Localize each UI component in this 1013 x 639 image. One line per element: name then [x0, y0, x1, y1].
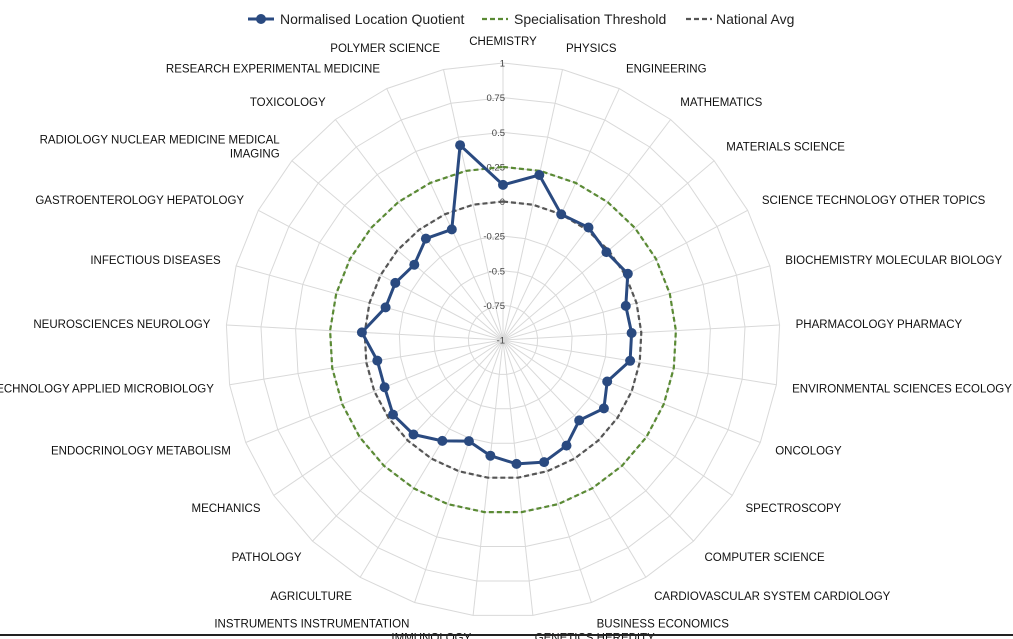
category-label: SPECTROSCOPY	[746, 503, 842, 515]
category-label: COMPUTER SCIENCE	[705, 552, 825, 564]
category-label: TOXICOLOGY	[250, 97, 326, 109]
data-point	[583, 222, 594, 233]
category-label: ONCOLOGY	[775, 446, 842, 458]
bottom-rule	[0, 634, 1013, 636]
grid-ring-6	[295, 131, 711, 547]
category-label: PHARMACOLOGY PHARMACY	[796, 319, 963, 331]
grid-spoke-8	[502, 339, 777, 386]
category-label: GASTROENTEROLOGY HEPATOLOGY	[35, 195, 244, 207]
data-point	[408, 429, 419, 440]
series-national-avg	[363, 200, 643, 479]
radial-tick-label: 1	[500, 59, 505, 70]
category-label: IMMUNOLOGY	[391, 632, 471, 639]
data-point	[455, 140, 466, 151]
category-label: BIOCHEMISTRY MOLECULAR BIOLOGY	[785, 255, 1002, 267]
data-point	[446, 224, 457, 235]
category-label: AGRICULTURE	[270, 591, 352, 603]
radial-tick-label: -0.5	[489, 266, 505, 277]
data-point	[356, 327, 367, 338]
grid-ring-7	[260, 97, 746, 582]
series-normalised-location-quotient	[356, 140, 637, 469]
category-label: MECHANICS	[191, 503, 260, 515]
category-label: ENGINEERING	[626, 64, 707, 76]
grid-spoke-24	[258, 209, 504, 341]
category-label: CARDIOVASCULAR SYSTEM CARDIOLOGY	[654, 591, 891, 603]
grid-spoke-1	[502, 69, 563, 341]
grid-spoke-28	[443, 69, 504, 341]
legend-item: Normalised Location Quotient	[248, 11, 465, 27]
grid-ring-3	[398, 235, 608, 444]
category-label: PATHOLOGY	[232, 552, 302, 564]
data-point	[620, 300, 631, 311]
category-label: RADIOLOGY NUCLEAR MEDICINE MEDICAL IMAGIN…	[40, 134, 281, 160]
data-point	[409, 259, 420, 270]
series-line	[328, 165, 678, 514]
data-point	[556, 209, 567, 220]
category-label: BUSINESS ECONOMICS	[597, 618, 730, 630]
data-point	[625, 355, 636, 366]
grid-ring-1	[467, 304, 539, 375]
category-label: INFECTIOUS DISEASES	[90, 255, 221, 267]
grid-spoke-13	[502, 339, 592, 603]
category-label: RESEARCH EXPERIMENTAL MEDICINE	[166, 64, 380, 76]
radial-tick-label: 0.5	[492, 128, 505, 139]
category-label: ENVIRONMENTAL SCIENCES ECOLOGY	[792, 383, 1012, 395]
grid-ring-2	[433, 270, 573, 410]
grid-ring-8	[225, 62, 781, 616]
data-point	[561, 440, 572, 451]
series-line	[363, 200, 643, 479]
category-label: CHEMISTRY	[469, 36, 537, 48]
category-label: NEUROSCIENCES NEUROLOGY	[33, 319, 210, 331]
legend-marker	[256, 14, 266, 24]
data-point	[626, 328, 637, 338]
category-label: PHYSICS	[566, 43, 617, 55]
chart-legend: Normalised Location Quotient Specialisati…	[248, 11, 794, 27]
data-point	[388, 409, 398, 420]
category-label: MATERIALS SCIENCE	[726, 141, 845, 153]
data-point	[379, 382, 390, 393]
radial-tick-label: 0.25	[487, 162, 506, 173]
legend-label: Specialisation Threshold	[514, 11, 666, 27]
data-point	[372, 355, 383, 366]
data-point	[485, 450, 496, 461]
category-label: GENETICS HEREDITY	[535, 632, 655, 639]
category-label: ENDOCRINOLOGY METABOLISM	[51, 446, 231, 458]
series-specialisation-threshold	[328, 165, 678, 514]
data-point	[390, 277, 401, 288]
category-label: BIOTECHNOLOGY APPLIED MICROBIOLOGY	[0, 383, 214, 395]
category-label: POLYMER SCIENCE	[330, 43, 440, 55]
grid-spoke-16	[414, 339, 504, 603]
data-point	[511, 458, 522, 469]
grid-spoke-9	[502, 339, 761, 443]
category-labels: CHEMISTRY PHYSICS ENGINEERING MATHEMATICS MA…	[0, 36, 1012, 639]
radial-tick-label: 0.75	[487, 93, 506, 104]
radar-series	[328, 140, 678, 514]
data-point	[420, 233, 431, 244]
data-point	[598, 403, 609, 414]
category-label: INSTRUMENTS INSTRUMENTATION	[214, 618, 409, 630]
grid-spoke-20	[245, 339, 504, 443]
grid-spoke-17	[359, 339, 504, 578]
data-point	[622, 268, 633, 279]
data-point	[574, 415, 585, 426]
data-point	[498, 179, 508, 190]
category-label: SCIENCE TECHNOLOGY OTHER TOPICS	[762, 195, 986, 207]
legend-label: National Avg	[716, 11, 794, 27]
data-point	[539, 457, 550, 468]
radial-tick-label: -1	[497, 336, 505, 347]
radial-tick-label: -0.25	[483, 232, 505, 243]
data-point	[463, 436, 474, 447]
data-point	[437, 435, 448, 446]
legend-label: Normalised Location Quotient	[280, 11, 465, 27]
radial-tick-label: -0.75	[483, 301, 505, 312]
data-point	[602, 376, 613, 387]
grid-spoke-12	[502, 339, 647, 578]
category-label: MATHEMATICS	[680, 97, 762, 109]
data-point	[534, 170, 545, 180]
legend-item: National Avg	[686, 11, 794, 27]
legend-item: Specialisation Threshold	[482, 11, 666, 27]
data-point	[380, 302, 391, 313]
data-point	[601, 247, 612, 258]
